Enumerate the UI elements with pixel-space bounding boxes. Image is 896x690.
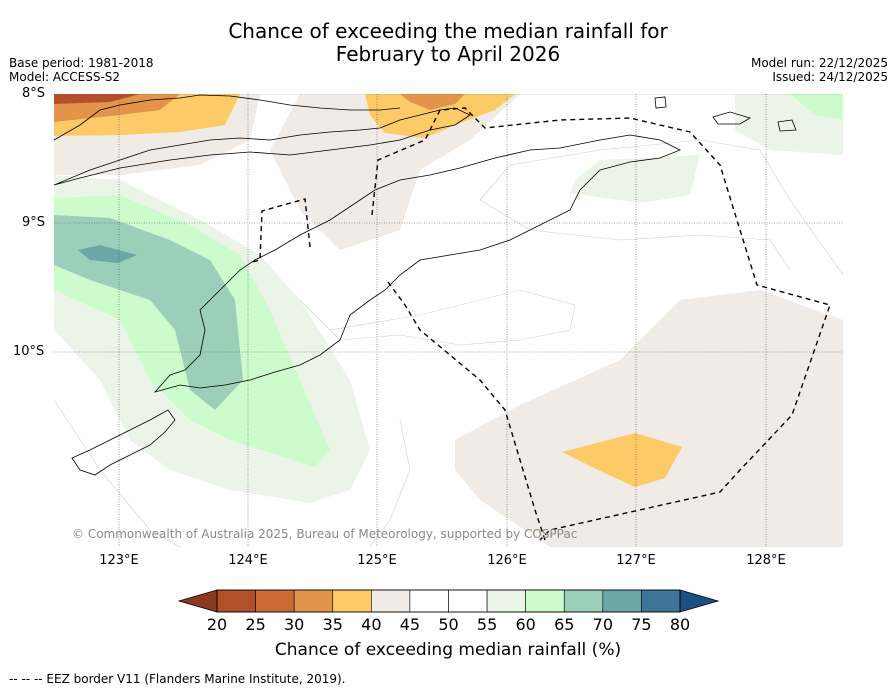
shade-30-35-north (400, 94, 465, 110)
copyright-notice: © Commonwealth of Australia 2025, Bureau… (72, 527, 578, 541)
colorbar-tick-label: 20 (206, 615, 228, 634)
colorbar-cell (602, 589, 642, 613)
shade-60-65-ne (790, 94, 843, 120)
lon-label-124e: 124°E (228, 553, 268, 568)
small-island-1 (654, 96, 667, 109)
lon-label-126e: 126°E (487, 553, 527, 568)
shade-40-45-southeast (455, 290, 843, 547)
colorbar-tick-label: 50 (438, 615, 459, 634)
colorbar-cell (216, 589, 256, 613)
lon-label-128e: 128°E (746, 553, 786, 568)
colorbar-tick-label: 35 (322, 615, 343, 634)
map-title: Chance of exceeding the median rainfall … (0, 20, 896, 66)
colorbar-tick-label: 30 (283, 615, 305, 634)
eez-footnote: -- -- -- EEZ border V11 (Flanders Marine… (9, 672, 346, 686)
title-line-2: February to April 2026 (335, 42, 561, 66)
lon-label-123e: 123°E (99, 553, 139, 568)
eez-border (251, 107, 831, 541)
small-island-3 (777, 119, 797, 132)
colorbar-title: Chance of exceeding median rainfall (%) (274, 640, 622, 660)
colorbar-tick-label: 55 (476, 615, 498, 634)
model-name: Model: ACCESS-S2 (9, 70, 121, 84)
colorbar-cell (255, 589, 295, 613)
colorbar-tick-label: 25 (245, 615, 266, 634)
lon-label-127e: 127°E (616, 553, 656, 568)
colorbar-tick-label: 40 (361, 615, 382, 634)
shade-65-70 (54, 215, 243, 410)
colorbar-lower-extension (177, 589, 218, 613)
colorbar-tick-label: 75 (631, 615, 652, 634)
timor-coast (153, 134, 681, 393)
issued-date: Issued: 24/12/2025 (772, 70, 888, 84)
rote-coast (71, 409, 176, 476)
colorbar-cell (371, 589, 411, 613)
shade-40-45-north (270, 94, 520, 250)
colorbar-cell (525, 589, 565, 613)
colorbar-tick-label: 60 (515, 615, 536, 634)
colorbar-cell (293, 589, 334, 613)
colorbar-cell (332, 589, 372, 613)
colorbar-tick-label: 80 (669, 615, 691, 634)
header-right: Model run: 22/12/2025 Issued: 24/12/2025 (751, 56, 888, 84)
colorbar-cell (563, 589, 604, 613)
lat-label-8s: 8°S (22, 86, 46, 101)
colorbar-cell (448, 589, 488, 613)
rainfall-shading (54, 94, 843, 547)
base-period: Base period: 1981-2018 (9, 56, 154, 70)
colorbar-tick-label: 70 (592, 615, 613, 634)
colorbar (177, 589, 720, 613)
colorbar-tick-label: 45 (399, 615, 421, 634)
header-left: Base period: 1981-2018 Model: ACCESS-S2 (9, 56, 154, 84)
shade-35-40-southeast (562, 433, 682, 487)
lat-label-9s: 9°S (22, 215, 46, 230)
lat-label-10s: 10°S (13, 344, 45, 359)
shade-55-60-east (570, 155, 700, 203)
small-island-2 (712, 111, 751, 125)
shade-25-30-nw (54, 94, 140, 104)
colorbar-cell (486, 589, 526, 613)
lon-label-125e: 125°E (357, 553, 397, 568)
colorbar-tick-label: 65 (554, 615, 575, 634)
colorbar-upper-extension (679, 589, 720, 613)
shade-35-40-north (365, 94, 515, 138)
colorbar-cell (409, 589, 449, 613)
title-line-1: Chance of exceeding the median rainfall … (228, 19, 668, 43)
shade-70-75 (78, 245, 137, 263)
model-run: Model run: 22/12/2025 (750, 56, 888, 70)
wetar-coast (54, 94, 401, 141)
colorbar-cell (641, 589, 681, 613)
